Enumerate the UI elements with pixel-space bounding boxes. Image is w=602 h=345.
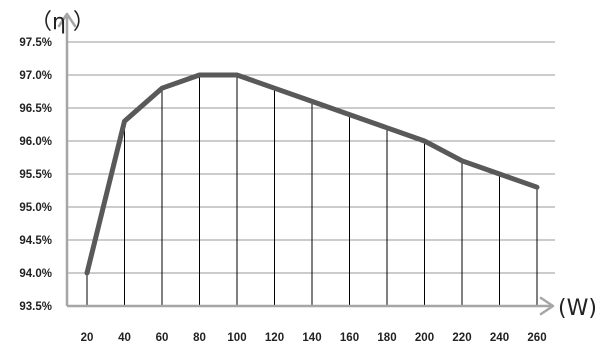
x-tick-label: 260 [527,332,546,344]
x-tick-label: 180 [377,332,396,344]
y-tick-label: 93.5% [19,301,52,313]
x-tick-label: 140 [302,332,321,344]
y-axis-arrow-icon [57,12,77,28]
x-tick-label: 220 [452,332,471,344]
x-tick-label: 20 [81,332,94,344]
y-tick-label: 95.0% [19,202,52,214]
y-tick-labels: 93.5% 94.0% 94.5% 95.0% 95.5% 96.0% 96.5% 97.0%… [19,37,52,313]
y-tick-label: 96.0% [19,136,52,148]
x-tick-label: 160 [340,332,359,344]
y-tick-label: 97.5% [19,37,52,49]
series [84,72,540,276]
x-tick-label: 40 [118,332,131,344]
x-tick-labels: 20 40 60 80 100 120 140 160 180 200 220 240 260 [81,332,547,344]
x-axis-title: (W) [558,296,597,321]
x-tick-label: 120 [265,332,284,344]
series-line [84,72,540,276]
x-tick-label: 240 [490,332,509,344]
x-tick-label: 60 [156,332,169,344]
y-tick-label: 97.0% [19,70,52,82]
y-tick-label: 94.0% [19,268,52,280]
x-tick-label: 100 [227,332,246,344]
x-axis-arrow-icon [539,296,555,316]
y-tick-label: 94.5% [19,235,52,247]
grid [67,41,555,274]
x-tick-label: 80 [193,332,206,344]
axes [57,12,555,316]
y-tick-label: 95.5% [19,169,52,181]
y-tick-label: 96.5% [19,103,52,115]
x-tick-label: 200 [415,332,434,344]
vertical-drop-lines [86,75,538,306]
y-axis-title: （η ） [30,10,95,35]
